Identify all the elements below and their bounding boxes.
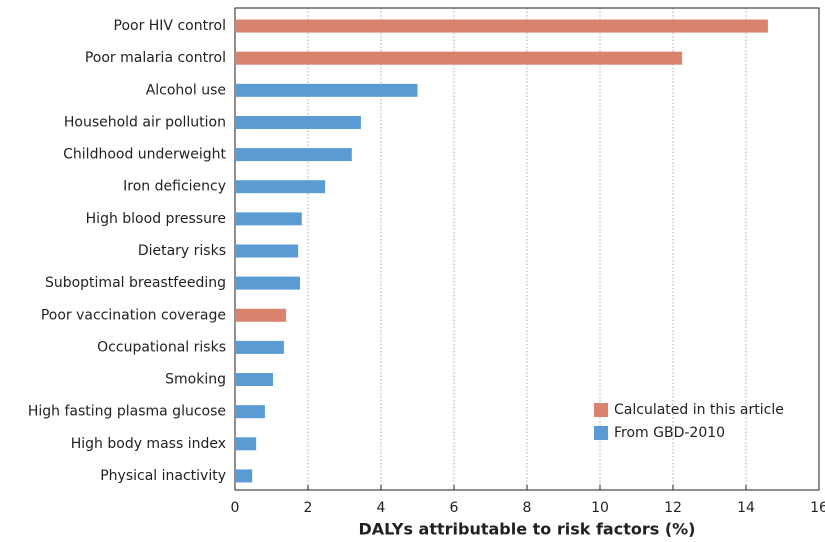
y-tick-label: High blood pressure (86, 211, 226, 227)
bar (235, 276, 300, 290)
legend-label: From GBD-2010 (614, 425, 725, 441)
x-tick-label: 12 (664, 500, 682, 516)
x-tick-label: 6 (450, 500, 459, 516)
bar (235, 340, 284, 354)
bar (235, 180, 326, 194)
y-tick-label: Poor HIV control (114, 18, 227, 34)
bar (235, 115, 361, 129)
y-tick-label: Iron deficiency (123, 179, 226, 195)
x-tick-label: 10 (591, 500, 609, 516)
bar (235, 308, 287, 322)
y-tick-label: Smoking (165, 372, 226, 388)
bar (235, 373, 273, 387)
x-tick-label: 8 (523, 500, 532, 516)
y-tick-label: Alcohol use (146, 82, 226, 98)
y-tick-label: High body mass index (71, 436, 226, 452)
y-tick-label: Poor malaria control (85, 50, 226, 66)
y-tick-label: Household air pollution (64, 114, 226, 130)
bar (235, 437, 257, 451)
y-tick-label: Childhood underweight (63, 147, 226, 163)
bar (235, 51, 683, 65)
y-tick-label: Poor vaccination coverage (41, 307, 226, 323)
x-axis-title: DALYs attributable to risk factors (%) (358, 520, 695, 539)
y-tick-label: Dietary risks (138, 243, 226, 259)
y-tick-label: Physical inactivity (100, 468, 226, 484)
legend-label: Calculated in this article (614, 402, 784, 418)
legend-swatch (594, 426, 608, 440)
x-tick-label: 4 (377, 500, 386, 516)
y-tick-label: Suboptimal breastfeeding (45, 275, 226, 291)
y-tick-label: High fasting plasma glucose (28, 404, 226, 420)
bar (235, 19, 768, 33)
bar (235, 83, 418, 97)
bar (235, 405, 265, 419)
x-tick-label: 16 (810, 500, 825, 516)
x-tick-label: 14 (737, 500, 755, 516)
bar (235, 212, 302, 226)
bar (235, 148, 352, 162)
bar (235, 244, 299, 258)
bar (235, 469, 253, 483)
x-tick-label: 2 (304, 500, 313, 516)
legend-swatch (594, 403, 608, 417)
x-tick-label: 0 (231, 500, 240, 516)
y-tick-label: Occupational risks (97, 339, 226, 355)
